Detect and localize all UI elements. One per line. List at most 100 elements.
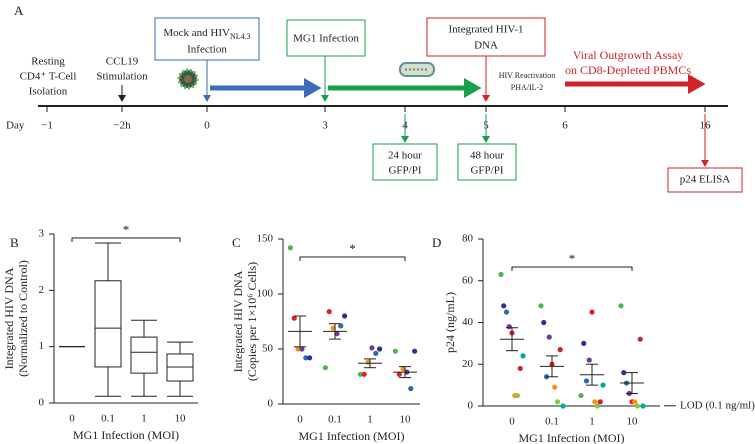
- data-point: [361, 371, 367, 377]
- y-tick-label: 100: [257, 288, 274, 300]
- data-point: [589, 309, 595, 315]
- data-point: [578, 392, 584, 399]
- data-point: [303, 355, 309, 361]
- data-point: [373, 350, 379, 356]
- step-text: PHA/IL-2: [511, 83, 543, 92]
- data-point: [520, 353, 526, 359]
- step-text: p24 ELISA: [680, 174, 730, 186]
- x-axis-label: MG1 Infection (MOI): [519, 431, 625, 444]
- step-text: Isolation: [29, 86, 68, 98]
- data-point: [412, 348, 418, 354]
- significance-bracket: [511, 266, 633, 271]
- box: [130, 336, 158, 374]
- step-text: GFP/PI: [388, 165, 421, 177]
- data-point: [342, 313, 348, 319]
- x-axis-label: MG1 Infection (MOI): [299, 429, 405, 443]
- data-point: [600, 382, 606, 388]
- mg1-icon: [399, 62, 435, 77]
- data-point: [299, 346, 305, 352]
- y-axis-label: Integrated HIV DNA: [231, 270, 245, 372]
- step-text: Mock and HIV: [163, 27, 230, 39]
- data-point: [541, 319, 547, 326]
- x-tick-label: 10: [627, 416, 639, 428]
- step-text: Viral Outgrowth Assay: [573, 48, 684, 62]
- y-tick-label: 150: [257, 233, 274, 245]
- significance-label: *: [349, 241, 356, 256]
- chart-box: B 0 1 2 3 0 0.1 1 10 MG1 Infection (MOI) Integrate…: [2, 222, 198, 442]
- significance-bracket: [299, 256, 406, 261]
- panel-label: B: [10, 235, 19, 250]
- data-point: [503, 309, 510, 315]
- step-text: HIV Reactivation: [499, 71, 556, 80]
- x-tick-label: 10: [400, 414, 412, 426]
- data-point: [546, 334, 552, 340]
- data-point: [506, 324, 512, 330]
- y-tick-label: 50: [262, 343, 274, 355]
- data-point: [498, 271, 504, 278]
- box: [166, 353, 194, 382]
- data-point: [369, 345, 375, 351]
- day-ticks: −1−2h0345616: [41, 106, 711, 132]
- data-point: [632, 399, 638, 405]
- x-tick-label: 0: [69, 413, 75, 425]
- data-point: [326, 309, 332, 315]
- day-tick-label: 0: [204, 120, 210, 132]
- data-point: [357, 371, 363, 377]
- data-point: [287, 245, 293, 251]
- x-tick-label: 1: [367, 414, 373, 426]
- box: [94, 280, 122, 368]
- data-point: [334, 331, 340, 337]
- x-tick-label: 1: [589, 416, 595, 428]
- panel-label: C: [232, 235, 241, 250]
- day-tick-label: 6: [562, 120, 568, 132]
- data-point: [640, 403, 646, 409]
- data-point: [295, 346, 301, 352]
- data-point: [634, 403, 641, 409]
- data-point: [501, 303, 507, 309]
- data-point: [400, 366, 406, 372]
- step-text: Mock and HIVNL4.3: [163, 27, 250, 41]
- step-text: DNA: [474, 40, 498, 52]
- y-axis-label: p24 (ng/mL): [443, 292, 457, 353]
- data-point: [583, 378, 590, 384]
- significance-label: *: [123, 222, 130, 237]
- significance-bracket: [71, 237, 181, 242]
- significance-label: *: [569, 251, 576, 266]
- virus-icon: [177, 68, 199, 90]
- data-point: [408, 386, 414, 392]
- step-text: MG1 Infection: [293, 33, 359, 45]
- step-text: Stimulation: [96, 71, 148, 83]
- step-text: 48 hour: [470, 150, 504, 162]
- x-tick-label: 0.1: [101, 413, 115, 425]
- data-point: [560, 403, 566, 409]
- panel-label: D: [432, 235, 441, 250]
- data-point: [396, 371, 402, 377]
- y-tick-label: 60: [462, 274, 474, 286]
- step-text: Resting: [31, 56, 65, 68]
- x-tick-label: 0.1: [328, 414, 342, 426]
- data-point: [581, 340, 587, 346]
- subscript: NL4.3: [230, 32, 251, 41]
- data-point: [517, 365, 523, 372]
- day-tick-label: 3: [322, 120, 328, 132]
- step-text: Integrated HIV-1: [448, 24, 523, 36]
- panel-label: A: [14, 3, 24, 18]
- day-label: Day: [6, 120, 25, 132]
- data-point: [637, 336, 643, 342]
- step-text: on CD8-Depleted PBMCs: [565, 63, 691, 77]
- x-tick-label: 10: [175, 413, 187, 425]
- timeline: A Resting CD4⁺ T-Cell Isolation CCL19 St…: [6, 3, 743, 193]
- data-point: [592, 399, 598, 405]
- step-text: CCL19: [106, 56, 139, 68]
- step-text: Infection: [187, 44, 227, 56]
- data-point: [307, 355, 313, 361]
- step-text: GFP/PI: [470, 165, 503, 177]
- y-tick-label: 0: [468, 400, 474, 412]
- day-tick-label: −2h: [113, 120, 131, 132]
- step-box: [667, 167, 743, 193]
- data-point: [377, 346, 383, 352]
- step-box: [286, 19, 366, 57]
